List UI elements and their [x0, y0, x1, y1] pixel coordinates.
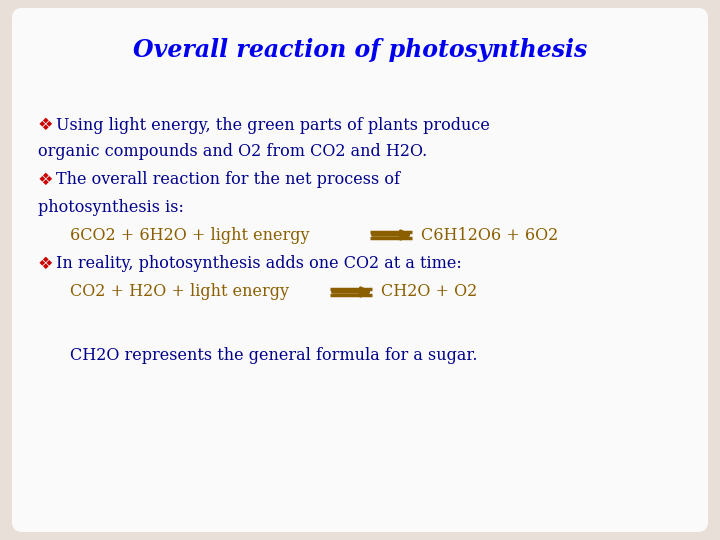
Text: ❖: ❖ [38, 171, 53, 189]
Text: organic compounds and O2 from CO2 and H2O.: organic compounds and O2 from CO2 and H2… [38, 144, 427, 160]
Text: Using light energy, the green parts of plants produce: Using light energy, the green parts of p… [56, 117, 490, 133]
Text: CH2O + O2: CH2O + O2 [381, 284, 477, 300]
Text: Overall reaction of photosynthesis: Overall reaction of photosynthesis [133, 38, 587, 62]
Text: ❖: ❖ [38, 255, 53, 273]
Text: In reality, photosynthesis adds one CO2 at a time:: In reality, photosynthesis adds one CO2 … [56, 255, 462, 273]
Text: C6H12O6 + 6O2: C6H12O6 + 6O2 [421, 226, 558, 244]
Text: The overall reaction for the net process of: The overall reaction for the net process… [56, 172, 400, 188]
Text: ❖: ❖ [38, 116, 53, 134]
Text: CH2O represents the general formula for a sugar.: CH2O represents the general formula for … [70, 347, 477, 363]
Text: photosynthesis is:: photosynthesis is: [38, 199, 184, 215]
Text: 6CO2 + 6H2O + light energy: 6CO2 + 6H2O + light energy [70, 226, 310, 244]
FancyBboxPatch shape [12, 8, 708, 532]
Text: CO2 + H2O + light energy: CO2 + H2O + light energy [70, 284, 289, 300]
